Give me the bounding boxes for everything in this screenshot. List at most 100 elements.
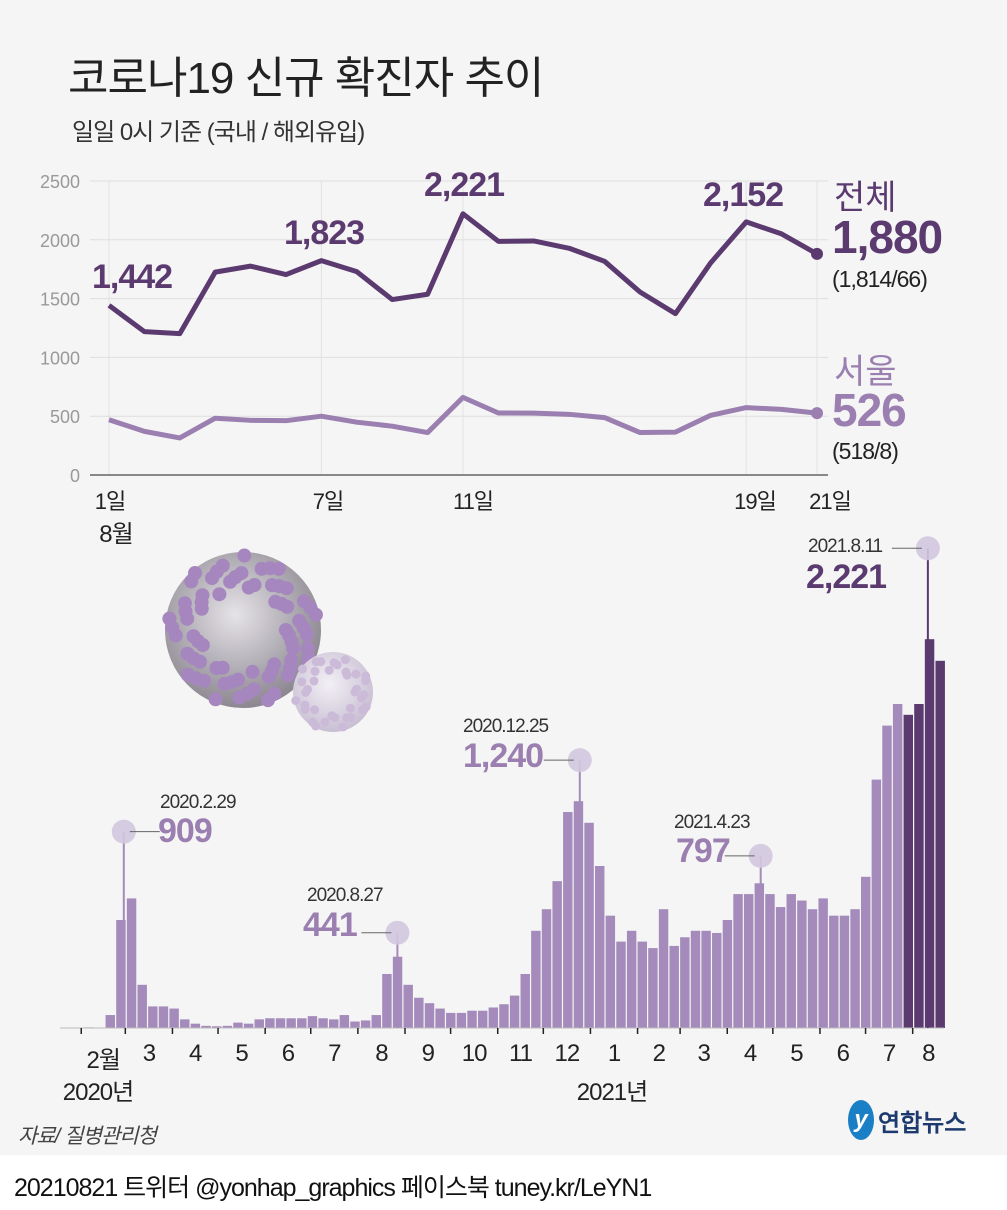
bar (892, 704, 903, 1028)
bar (339, 1015, 350, 1028)
bar (318, 1018, 328, 1028)
virus-spike (286, 641, 301, 656)
annotation-value-1: 909 (158, 812, 213, 850)
virus-spike (212, 587, 227, 602)
bar (137, 984, 147, 1028)
bar (222, 1025, 233, 1028)
bar (424, 1003, 435, 1028)
bar (552, 881, 562, 1028)
virus-spike (351, 669, 361, 679)
month-label: 7 (328, 1040, 341, 1067)
bar (488, 1007, 499, 1028)
virus-spike (324, 665, 334, 675)
month-label: 4 (189, 1040, 202, 1067)
month-label: 11 (509, 1040, 533, 1067)
bar (680, 937, 690, 1028)
month-label: 3 (697, 1040, 710, 1067)
virus-spike (180, 667, 195, 682)
virus-spike (340, 655, 350, 665)
bar (233, 1022, 243, 1028)
virus-spike (177, 596, 192, 611)
month-label: 5 (235, 1040, 248, 1067)
bar (275, 1018, 286, 1028)
bar (914, 704, 924, 1028)
bar (563, 812, 573, 1028)
label-day19: 2,152 (703, 176, 784, 214)
virus-spike (209, 661, 224, 676)
yonhap-logo-icon: y (848, 1100, 874, 1140)
annotation-date-3: 2020.12.25 (463, 716, 549, 737)
month-label: 2월 (86, 1047, 121, 1074)
series-line-total (107, 211, 819, 337)
bar (701, 930, 711, 1028)
month-label: 6 (281, 1040, 295, 1067)
bar (797, 900, 807, 1028)
virus-spike (297, 664, 307, 674)
y-tick-label: 0 (70, 466, 80, 486)
bar (446, 1012, 456, 1028)
virus-spike (346, 712, 356, 722)
source-credit: 자료/ 질병관리청 (18, 1125, 157, 1148)
virus-spike (279, 581, 294, 596)
virus-spike (247, 578, 262, 593)
bar (211, 1026, 222, 1028)
virus-spike (330, 713, 340, 723)
bar (882, 725, 892, 1028)
virus-spike (308, 607, 323, 622)
virus-spike (280, 599, 295, 614)
bar (775, 907, 786, 1028)
bar (861, 876, 871, 1028)
annotation-value-5: 2,221 (806, 558, 887, 596)
year-label-2020: 2020년 (62, 1079, 134, 1106)
bar (584, 822, 594, 1028)
series-name-seoul: 서울 (834, 353, 897, 391)
bar (477, 1010, 488, 1028)
virus-spike (271, 561, 286, 576)
y-tick-label: 500 (50, 407, 80, 427)
bar (201, 1025, 211, 1028)
latest-seoul-breakdown: (518/8) (832, 438, 899, 464)
virus-spike (301, 687, 311, 697)
peak-marker (748, 843, 773, 868)
bar (733, 894, 743, 1028)
bar (605, 915, 616, 1028)
label-day1: 1,442 (92, 258, 173, 296)
virus-spike (162, 611, 177, 626)
virus-spike (320, 717, 330, 727)
annotation-date-4: 2021.4.23 (674, 812, 751, 833)
virus-spike (195, 588, 210, 603)
month-label: 8월 (99, 521, 133, 548)
virus-spike (234, 566, 249, 581)
virus-spike (352, 684, 362, 694)
bar (190, 1023, 201, 1028)
daily-bar-chart (60, 536, 945, 1034)
virus-spike (338, 722, 348, 732)
year-label-2021: 2021년 (576, 1079, 648, 1106)
bar (350, 1021, 360, 1028)
bar (180, 1019, 190, 1028)
month-label: 4 (743, 1040, 757, 1067)
bar (595, 866, 605, 1028)
bar (712, 932, 722, 1028)
bar (520, 974, 530, 1028)
virus-spike (215, 558, 230, 573)
bar (105, 1015, 115, 1028)
bar (169, 1008, 179, 1028)
bar (158, 1006, 169, 1028)
bar (829, 915, 839, 1028)
virus-spike (361, 702, 371, 712)
virus-spike (232, 690, 247, 705)
bar (807, 909, 818, 1028)
bar (765, 894, 775, 1028)
bar (924, 639, 935, 1028)
virus-spike (180, 646, 195, 661)
y-tick-label: 1500 (40, 290, 80, 310)
bar (329, 1019, 339, 1028)
subtitle: 일일 0시 기준 (국내 / 해외유입) (72, 119, 365, 146)
bar (541, 909, 552, 1028)
daily-line-chart: 0 500 1000 1500 2000 2500 (40, 172, 828, 486)
virus-spike (260, 693, 275, 708)
bar (265, 1018, 275, 1028)
bar (254, 1019, 264, 1028)
latest-total-breakdown: (1,814/66) (832, 266, 928, 292)
